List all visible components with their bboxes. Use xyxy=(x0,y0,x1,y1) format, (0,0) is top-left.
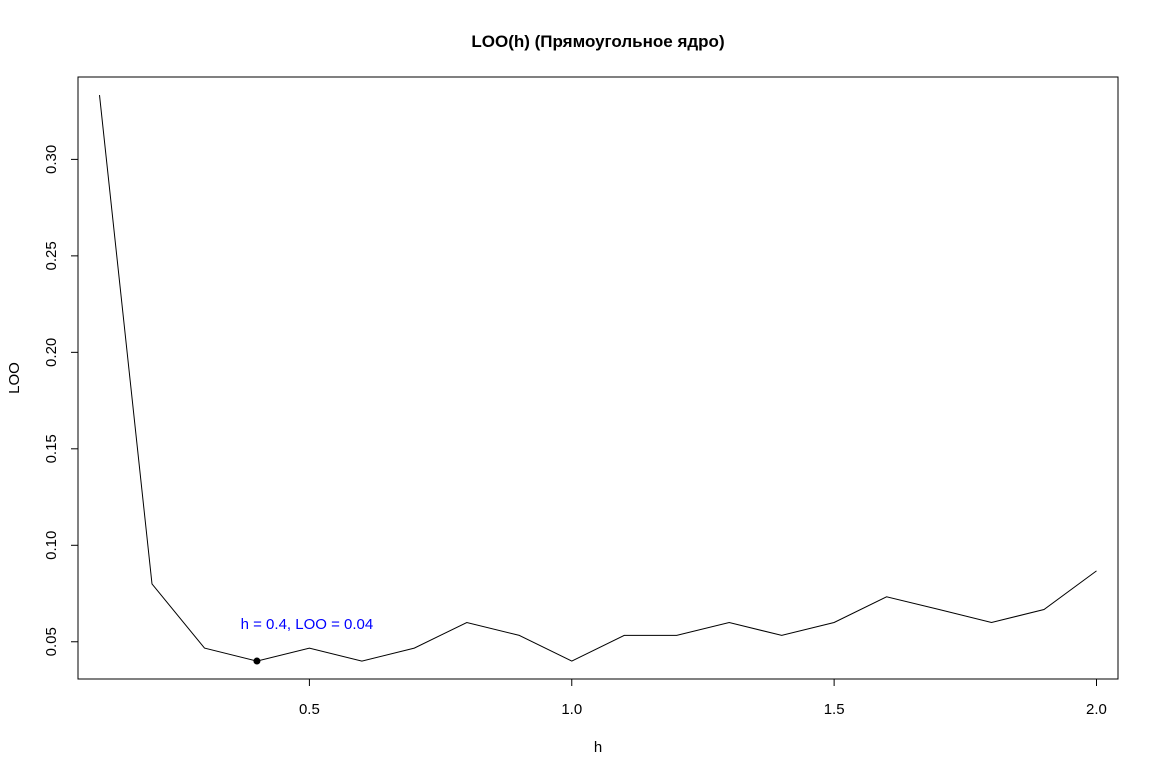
x-axis: 0.5 1.0 1.5 2.0 xyxy=(299,678,1107,718)
y-axis: 0.05 0.10 0.15 0.20 0.25 0.30 xyxy=(43,145,79,656)
y-tick-label: 0.05 xyxy=(43,627,60,656)
loo-series-line xyxy=(99,95,1097,662)
chart-title: LOO(h) (Прямоугольное ядро) xyxy=(471,32,724,51)
y-axis-label: LOO xyxy=(6,362,23,394)
x-tick-label: 0.5 xyxy=(299,701,320,718)
min-annotation: h = 0.4, LOO = 0.04 xyxy=(241,616,374,633)
annotation-layer: h = 0.4, LOO = 0.04 xyxy=(241,616,374,665)
y-tick-label: 0.10 xyxy=(43,531,60,560)
series-layer xyxy=(99,95,1097,662)
min-point xyxy=(253,657,261,665)
x-tick-label: 1.5 xyxy=(824,701,845,718)
x-tick-label: 2.0 xyxy=(1086,701,1107,718)
y-tick-label: 0.30 xyxy=(43,145,60,174)
y-tick-label: 0.20 xyxy=(43,338,60,367)
y-tick-label: 0.15 xyxy=(43,434,60,463)
x-axis-label: h xyxy=(594,739,602,756)
y-tick-label: 0.25 xyxy=(43,241,60,270)
plot-frame xyxy=(77,76,1119,680)
x-tick-label: 1.0 xyxy=(561,701,582,718)
